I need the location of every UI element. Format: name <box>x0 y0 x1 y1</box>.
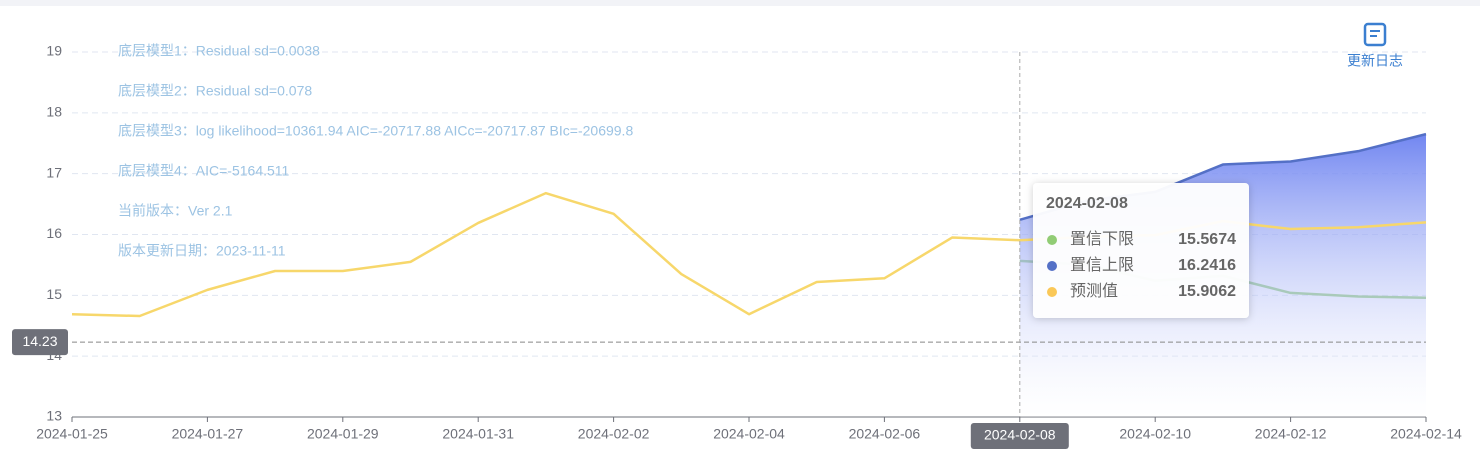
tooltip-name: 置信上限 <box>1070 256 1134 274</box>
x-tick-label: 2024-02-10 <box>1119 426 1191 442</box>
toolbox-label[interactable]: 更新日志 <box>1347 53 1403 69</box>
x-tick-label: 2024-02-02 <box>578 426 650 442</box>
icon[interactable] <box>1363 22 1387 47</box>
tooltip: 2024-02-08 置信下限 15.5674 置信上限 16.2416 预测值 15.90… <box>1033 183 1249 318</box>
annotation: 当前版本：Ver 2.1 <box>118 203 233 219</box>
x-tick-label: 2024-01-25 <box>36 426 108 442</box>
pointer-label-bg <box>970 423 1069 449</box>
y-tick-label: 18 <box>46 104 62 120</box>
x-tick-label: 2024-02-04 <box>713 426 785 442</box>
y-tick-label: 13 <box>46 408 62 424</box>
pointer-label: 2024-02-08 <box>984 427 1056 443</box>
annotation: 底层模型1：Residual sd=0.0038 <box>118 43 320 59</box>
y-tick-label: 19 <box>46 43 62 59</box>
tooltip-name: 置信下限 <box>1070 230 1134 248</box>
x-tick-label: 2024-01-29 <box>307 426 379 442</box>
tooltip-dot <box>1047 287 1057 297</box>
tooltip-dot <box>1047 261 1057 271</box>
annotation: 底层模型3：log likelihood=10361.94 AIC=-20717… <box>118 123 633 139</box>
tooltip-box <box>1033 183 1249 318</box>
x-tick-label: 2024-01-27 <box>172 426 244 442</box>
tooltip-value: 16.2416 <box>1178 257 1236 274</box>
annotation: 底层模型4：AIC=-5164.511 <box>118 163 290 179</box>
x-tick-label: 2024-02-06 <box>849 426 921 442</box>
x-tick-label: 2024-02-14 <box>1390 426 1462 442</box>
tooltip-value: 15.9062 <box>1178 283 1236 300</box>
tooltip-title: 2024-02-08 <box>1046 195 1128 212</box>
tooltip-dot <box>1047 235 1057 245</box>
annotation: 版本更新日期：2023-11-11 <box>118 243 286 259</box>
tooltip-value: 15.5674 <box>1178 231 1236 248</box>
annotation: 底层模型2：Residual sd=0.078 <box>118 83 312 99</box>
y-tick-label: 15 <box>46 286 62 302</box>
toolbox[interactable]: 更新日志 <box>1347 22 1403 69</box>
x-tick-label: 2024-01-31 <box>442 426 514 442</box>
mark-label: 14.23 <box>22 333 57 349</box>
x-tick-label: 2024-02-12 <box>1255 426 1327 442</box>
mark-label-bg <box>12 329 68 356</box>
y-tick-label: 17 <box>46 164 62 180</box>
tooltip-name: 预测值 <box>1070 282 1118 300</box>
top-bar <box>0 0 1480 6</box>
y-tick-label: 16 <box>46 225 62 241</box>
